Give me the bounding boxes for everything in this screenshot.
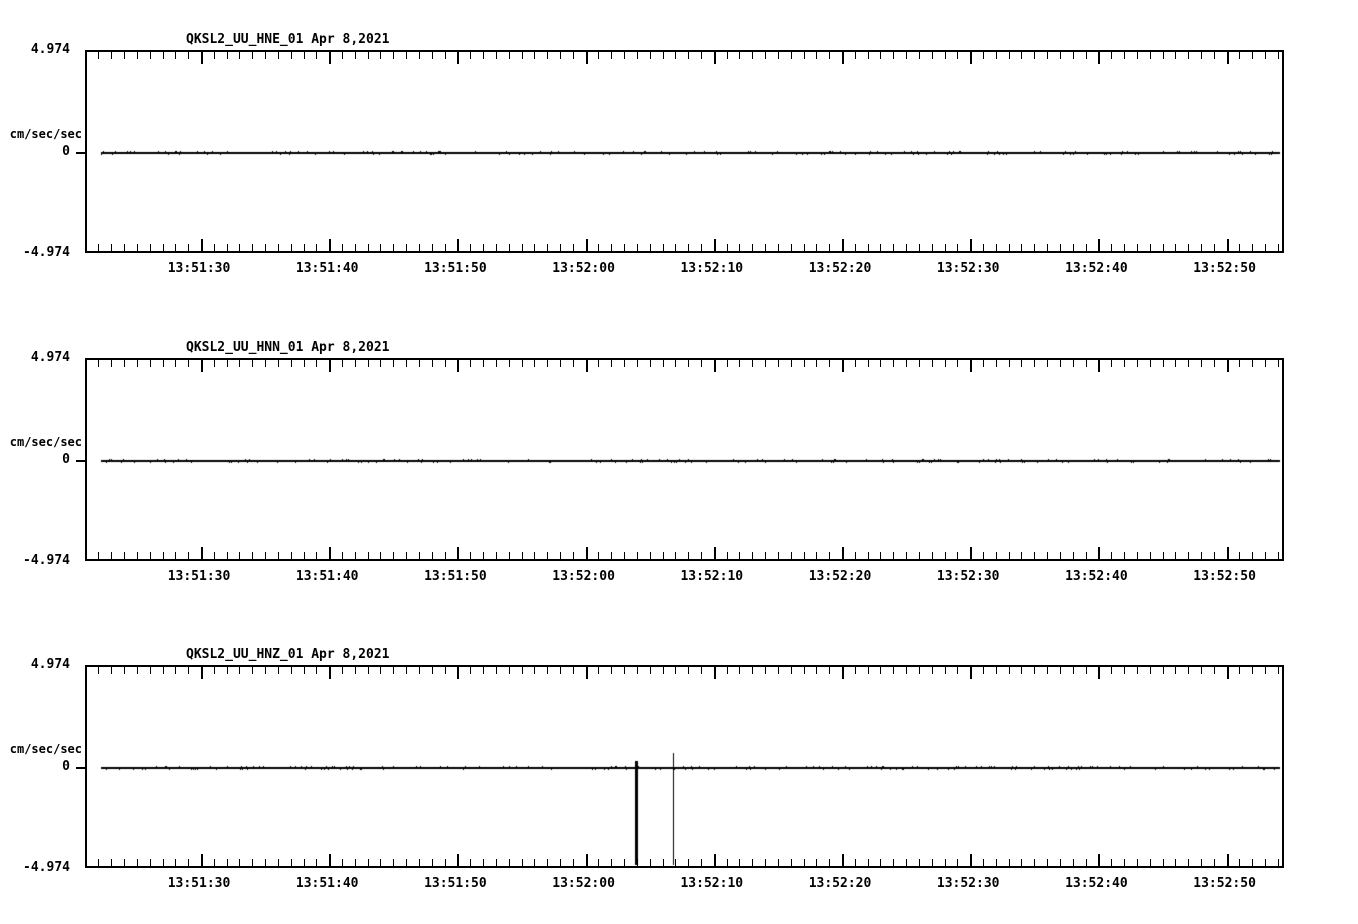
plot-frame bbox=[85, 50, 1284, 253]
x-axis-tick-label: 13:51:50 bbox=[424, 569, 487, 584]
x-axis-tick-label: 13:52:30 bbox=[936, 876, 1000, 891]
x-axis-tick-label: 13:52:50 bbox=[1193, 261, 1256, 276]
plot-frame bbox=[85, 665, 1284, 868]
x-axis-tick-label: 13:52:20 bbox=[808, 261, 872, 276]
x-axis-tick-label: 13:51:30 bbox=[167, 261, 231, 276]
y-axis-label-max: 4.974 bbox=[30, 350, 70, 365]
y-axis-label-max: 4.974 bbox=[30, 42, 70, 57]
x-axis-tick-label: 13:51:40 bbox=[295, 261, 359, 276]
y-axis-unit-label: cm/sec/sec bbox=[9, 126, 82, 141]
y-axis-label-max: 4.974 bbox=[30, 657, 70, 672]
x-axis-tick-label: 13:52:00 bbox=[552, 876, 615, 891]
x-axis-tick-label: 13:52:50 bbox=[1193, 876, 1256, 891]
x-axis-tick-label: 13:52:40 bbox=[1065, 876, 1128, 891]
y-tick-zero bbox=[76, 459, 86, 462]
waveform-trace bbox=[87, 52, 1282, 251]
panel-title: QKSL2_UU_HNZ_01 Apr 8,2021 bbox=[186, 647, 390, 662]
x-axis-tick-label: 13:51:40 bbox=[295, 876, 359, 891]
y-axis-label-zero: 0 bbox=[62, 758, 70, 774]
y-tick-zero bbox=[76, 766, 86, 769]
y-tick-zero bbox=[76, 151, 86, 154]
y-axis-label-zero: 0 bbox=[62, 143, 70, 159]
x-axis-tick-label: 13:52:10 bbox=[680, 876, 744, 891]
panel-title: QKSL2_UU_HNE_01 Apr 8,2021 bbox=[186, 32, 390, 47]
y-axis-label-zero: 0 bbox=[62, 451, 70, 467]
x-axis-tick-label: 13:52:00 bbox=[552, 261, 615, 276]
x-axis-tick-label: 13:52:40 bbox=[1065, 569, 1128, 584]
x-axis-tick-label: 13:52:30 bbox=[936, 569, 1000, 584]
panel-title: QKSL2_UU_HNN_01 Apr 8,2021 bbox=[186, 340, 390, 355]
x-axis-tick-label: 13:51:50 bbox=[424, 876, 487, 891]
waveform-trace bbox=[87, 667, 1282, 866]
x-axis-tick-label: 13:52:00 bbox=[552, 569, 615, 584]
x-axis-tick-label: 13:51:30 bbox=[167, 876, 231, 891]
y-axis-unit-label: cm/sec/sec bbox=[9, 741, 82, 756]
plot-frame bbox=[85, 358, 1284, 561]
x-axis-tick-label: 13:52:20 bbox=[808, 569, 872, 584]
x-axis-tick-label: 13:52:30 bbox=[936, 261, 1000, 276]
x-axis-tick-label: 13:51:30 bbox=[167, 569, 231, 584]
x-axis-tick-label: 13:51:50 bbox=[424, 261, 487, 276]
x-axis-tick-label: 13:52:10 bbox=[680, 569, 744, 584]
x-axis-tick-label: 13:52:10 bbox=[680, 261, 744, 276]
waveform-trace bbox=[87, 360, 1282, 559]
x-axis-tick-label: 13:52:20 bbox=[808, 876, 872, 891]
y-axis-unit-label: cm/sec/sec bbox=[9, 434, 82, 449]
y-axis-label-min: -4.974 bbox=[23, 553, 70, 568]
x-axis-tick-label: 13:52:50 bbox=[1193, 569, 1256, 584]
y-axis-label-min: -4.974 bbox=[23, 245, 70, 260]
x-axis-tick-label: 13:51:40 bbox=[295, 569, 359, 584]
y-axis-label-min: -4.974 bbox=[23, 860, 70, 875]
x-axis-tick-label: 13:52:40 bbox=[1065, 261, 1128, 276]
